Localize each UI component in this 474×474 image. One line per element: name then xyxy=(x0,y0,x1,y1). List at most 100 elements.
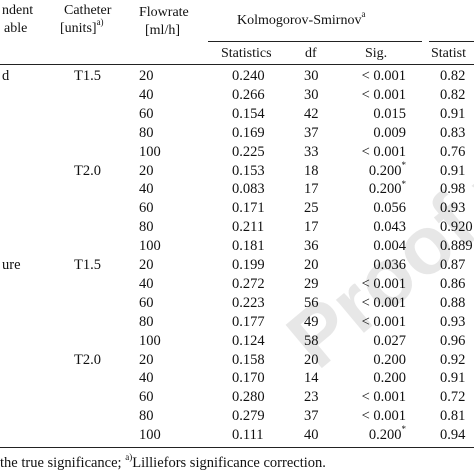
flowrate-cell: 80 xyxy=(139,124,154,141)
sig-value: < 0.001 xyxy=(361,143,406,160)
ks-group-rule xyxy=(208,41,422,42)
statistic-cell: 0.211 xyxy=(232,219,265,236)
statistic-cell: 0.158 xyxy=(232,351,265,368)
df-cell: 25 xyxy=(304,200,319,217)
df-cell: 37 xyxy=(304,124,319,141)
header-df: df xyxy=(305,46,317,61)
dependent-variable-label: ure xyxy=(2,257,21,273)
right-statistic-cell: 0.92 xyxy=(440,351,466,368)
sig-value: 0.004 xyxy=(373,238,406,255)
dependent-variable-label: d xyxy=(2,68,10,84)
right-statistic-cell: 0.98 xyxy=(440,181,466,198)
statistic-cell: 0.170 xyxy=(232,370,265,387)
df-cell: 23 xyxy=(304,389,319,406)
sig-cell: 0.043 xyxy=(342,219,411,235)
flowrate-cell: 60 xyxy=(139,389,154,406)
right-statistic-cell: 0.91 xyxy=(440,162,466,179)
sig-value: 0.015 xyxy=(373,105,406,122)
df-cell: 36 xyxy=(304,238,319,255)
catheter-label: T1.5 xyxy=(74,68,101,84)
sig-cell: 0.200* xyxy=(342,424,407,444)
header-ks-sup: a xyxy=(361,9,366,20)
catheter-label: T1.5 xyxy=(74,257,101,273)
right-statistic-cell: 0.93 xyxy=(440,313,466,330)
statistic-cell: 0.225 xyxy=(232,143,265,160)
right-statistic-cell: 0.96 xyxy=(440,332,466,349)
footnote-text: the true significance; xyxy=(0,455,126,471)
flowrate-cell: 20 xyxy=(139,68,154,84)
sig-footnote-marker: * xyxy=(401,424,407,435)
header-flowrate-line2: [ml/h] xyxy=(145,23,180,38)
flowrate-cell: 20 xyxy=(139,162,154,179)
sig-value: < 0.001 xyxy=(361,86,406,103)
sig-cell: 0.200* xyxy=(342,179,406,197)
statistic-cell: 0.153 xyxy=(232,162,265,179)
right-statistic-cell: 0.81 xyxy=(440,408,466,425)
flowrate-cell: 80 xyxy=(139,313,154,330)
sig-cell: < 0.001 xyxy=(342,295,411,311)
sig-cell: < 0.001 xyxy=(342,276,411,292)
right-statistic-cell: 0.86 xyxy=(440,275,466,292)
header-ks-group: Kolmogorov-Smirnova xyxy=(237,10,365,29)
sig-value: 0.200 xyxy=(368,427,402,444)
df-cell: 33 xyxy=(304,143,319,160)
sig-cell: 0.027 xyxy=(342,333,411,349)
flowrate-cell: 40 xyxy=(139,275,154,292)
df-cell: 30 xyxy=(304,68,319,84)
sig-value: 0.027 xyxy=(373,332,406,349)
sig-value: 0.200 xyxy=(373,370,406,387)
df-cell: 58 xyxy=(304,332,319,349)
flowrate-cell: 100 xyxy=(139,427,161,444)
flowrate-cell: 80 xyxy=(139,219,154,236)
right-statistic-cell: 0.76 xyxy=(440,143,466,160)
flowrate-cell: 60 xyxy=(139,200,154,217)
sig-cell: < 0.001 xyxy=(342,87,411,103)
header-catheter-sup: a) xyxy=(96,17,104,28)
sig-cell: < 0.001 xyxy=(342,144,411,160)
right-statistic-cell: 0.82 xyxy=(440,68,466,84)
right-statistic-cell: 0.920 xyxy=(440,219,473,236)
sig-value: < 0.001 xyxy=(361,389,406,406)
df-cell: 30 xyxy=(304,86,319,103)
header-catheter-line2: [units]a) xyxy=(60,18,104,37)
catheter-label: T2.0 xyxy=(74,351,101,368)
sig-cell: < 0.001 xyxy=(342,408,411,424)
statistic-cell: 0.083 xyxy=(232,181,265,198)
right-statistic-cell: 0.94 xyxy=(440,427,466,444)
statistic-cell: 0.223 xyxy=(232,294,265,311)
right-statistic-cell: 0.91 xyxy=(440,370,466,387)
right-statistic-cell: 0.88 xyxy=(440,294,466,311)
sig-value: 0.009 xyxy=(373,124,406,141)
statistic-cell: 0.154 xyxy=(232,105,265,122)
statistic-cell: 0.111 xyxy=(232,427,264,444)
flowrate-cell: 40 xyxy=(139,181,154,198)
sig-cell: 0.200 xyxy=(342,370,411,386)
right-group-rule xyxy=(429,41,474,42)
sig-cell: < 0.001 xyxy=(342,68,411,84)
sig-value: < 0.001 xyxy=(361,294,406,311)
statistic-cell: 0.266 xyxy=(232,86,265,103)
statistic-cell: 0.124 xyxy=(232,332,265,349)
statistic-cell: 0.171 xyxy=(232,200,265,217)
sig-value: 0.200 xyxy=(368,162,402,179)
header-catheter-units: [units] xyxy=(60,21,97,36)
sig-value: < 0.001 xyxy=(361,275,406,292)
df-cell: 49 xyxy=(304,313,319,330)
header-bottom-rule xyxy=(0,64,474,65)
df-cell: 29 xyxy=(304,275,319,292)
statistic-cell: 0.279 xyxy=(232,408,265,425)
sig-cell: 0.009 xyxy=(342,125,411,141)
header-catheter-line1: Catheter xyxy=(64,3,112,18)
df-cell: 40 xyxy=(304,427,319,444)
right-statistic-cell: 0.889 xyxy=(440,238,473,255)
sig-footnote-marker: * xyxy=(401,159,407,170)
sig-cell: 0.015 xyxy=(342,106,411,122)
right-statistic-cell: 0.72 xyxy=(440,389,466,406)
header-ks-label: Kolmogorov-Smirnov xyxy=(237,13,362,28)
statistic-cell: 0.280 xyxy=(232,389,265,406)
catheter-label: T2.0 xyxy=(74,162,101,179)
sig-cell: 0.200* xyxy=(342,159,407,179)
df-cell: 20 xyxy=(304,257,319,273)
sig-cell: 0.036 xyxy=(342,257,411,273)
right-statistic-cell: 0.91 xyxy=(440,105,466,122)
